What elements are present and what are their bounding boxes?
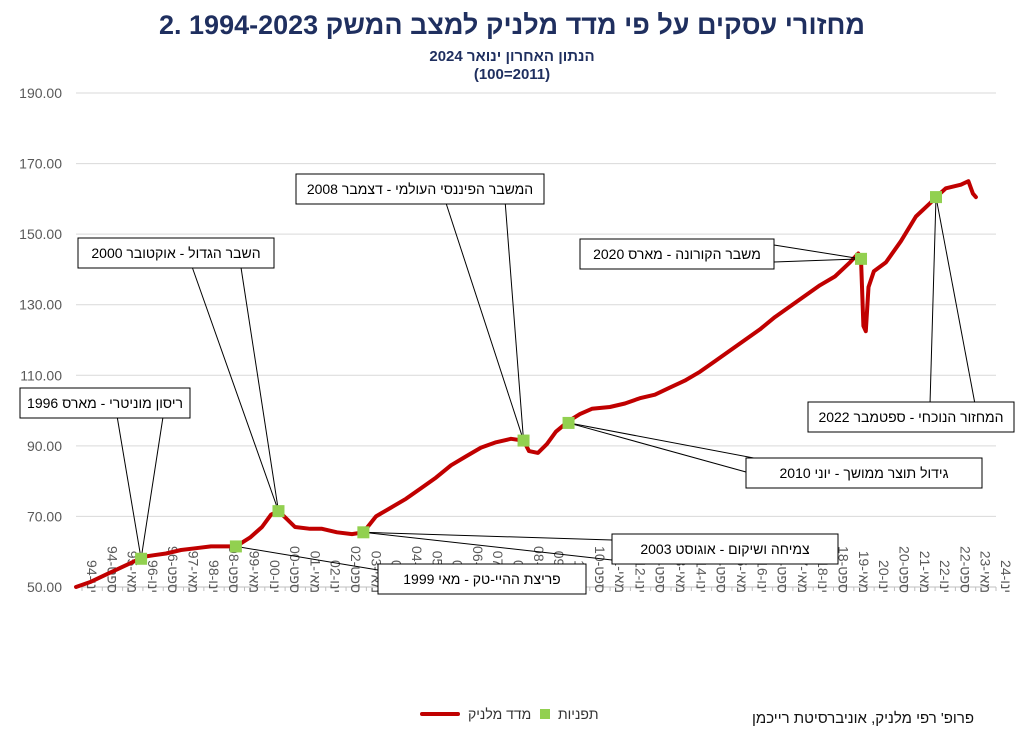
- y-tick-label: 70.00: [27, 508, 62, 524]
- x-tick-label: ינו-16: [754, 560, 770, 593]
- y-tick-label: 130.00: [19, 297, 62, 313]
- legend-line-swatch: [420, 712, 460, 716]
- callout-label: משבר הקורונה - מארס 2020: [593, 246, 761, 262]
- callout-label: צמיחה ושיקום - אוגוסט 2003: [640, 541, 810, 557]
- y-tick-label: 110.00: [20, 367, 62, 383]
- x-tick-label: ספט-20: [896, 546, 912, 593]
- chart-title: 2. מחזורי עסקים על פי מדד מלניק למצב המש…: [159, 10, 865, 40]
- y-tick-label: 170.00: [19, 156, 62, 172]
- author-credit: פרופ' רפי מלניק, אוניברסיטת רייכמן: [752, 710, 974, 727]
- x-tick-label: ינו-98: [206, 560, 222, 593]
- callout-box: [611, 533, 839, 565]
- y-tick-label: 90.00: [27, 438, 62, 454]
- callout-leader: [773, 258, 862, 263]
- x-tick-label: ינו-14: [693, 560, 709, 593]
- turning-point-marker: [562, 416, 575, 429]
- callout-box: [579, 238, 775, 270]
- callout-leader: [504, 199, 525, 441]
- callout-leader: [773, 244, 862, 260]
- legend-points: תפניות: [540, 706, 599, 722]
- x-tick-label: ספט-00: [287, 546, 303, 593]
- turning-point-marker: [272, 505, 285, 518]
- callout-label: המחזור הנוכחי - ספטמבר 2022: [818, 409, 1003, 425]
- callout-box: [19, 387, 191, 419]
- x-tick-label: מאי-99: [246, 551, 262, 593]
- x-tick-label: ינו-00: [267, 560, 283, 593]
- callout-leader: [189, 260, 279, 512]
- x-tick-label: ינו-20: [876, 560, 892, 593]
- x-tick-label: מאי-97: [186, 551, 202, 593]
- callout-label: פריצת ההיי-טק - מאי 1999: [403, 571, 560, 587]
- callout-box: [295, 173, 545, 205]
- x-tick-label: ספט-96: [165, 546, 181, 593]
- x-tick-label: ספט-02: [348, 546, 364, 593]
- callout-leader: [140, 403, 166, 559]
- turning-point-marker: [229, 540, 242, 553]
- x-tick-label: מאי-19: [856, 551, 872, 593]
- legend-point-swatch: [540, 709, 550, 719]
- x-tick-label: ינו-22: [937, 560, 953, 593]
- turning-point-marker: [135, 552, 148, 565]
- x-tick-label: ינו-12: [632, 560, 648, 593]
- y-tick-label: 190.00: [19, 85, 62, 101]
- y-tick-label: 50.00: [27, 579, 62, 595]
- x-tick-label: מאי-21: [917, 551, 933, 593]
- legend-series-label: מדד מלניק: [468, 706, 532, 722]
- legend-series: מדד מלניק: [420, 706, 531, 722]
- y-tick-label: 150.00: [19, 226, 62, 242]
- turning-point-marker: [855, 252, 868, 265]
- turning-point-marker: [357, 526, 370, 539]
- x-tick-label: מאי-23: [978, 551, 994, 593]
- callout-leader: [935, 197, 976, 405]
- callout-leader: [929, 197, 937, 405]
- callout-label: השבר הגדול - אוקטובר 2000: [91, 245, 260, 261]
- callout-leader: [114, 403, 142, 559]
- callout-label: המשבר הפיננסי העולמי - דצמבר 2008: [307, 181, 533, 197]
- callout-leader: [568, 422, 747, 473]
- turning-point-marker: [930, 191, 943, 204]
- legend-points-label: תפניות: [558, 706, 599, 722]
- callout-leader: [568, 422, 776, 463]
- callout-leader: [363, 531, 613, 541]
- x-tick-label: ינו-24: [998, 560, 1014, 593]
- callout-leader: [444, 199, 525, 441]
- x-tick-label: מאי-01: [307, 551, 323, 593]
- chart-subtitle: הנתון האחרון ינואר 2024: [429, 48, 595, 65]
- x-tick-label: ספט-22: [957, 546, 973, 593]
- callout-box: [377, 563, 587, 595]
- chart-base-note: (100=2011): [473, 66, 551, 83]
- x-tick-label: ינו-18: [815, 560, 831, 593]
- callout-box: [807, 401, 1015, 433]
- x-tick-label: ינו-02: [328, 560, 344, 593]
- x-tick-label: ספט-10: [592, 546, 608, 593]
- callout-box: [745, 457, 983, 489]
- callout-box: [77, 237, 275, 269]
- turning-point-marker: [517, 434, 530, 447]
- callout-leader: [363, 531, 613, 561]
- x-tick-label: ספט-18: [836, 546, 852, 593]
- callout-leader: [239, 260, 279, 512]
- x-tick-label: ספט-98: [226, 546, 242, 593]
- callout-leader: [235, 545, 379, 571]
- callout-label: גידול תוצר ממושך - יוני 2010: [780, 465, 949, 481]
- x-tick-label: ינו-96: [145, 560, 161, 593]
- callout-label: ריסון מוניטרי - מארס 1996: [27, 395, 183, 411]
